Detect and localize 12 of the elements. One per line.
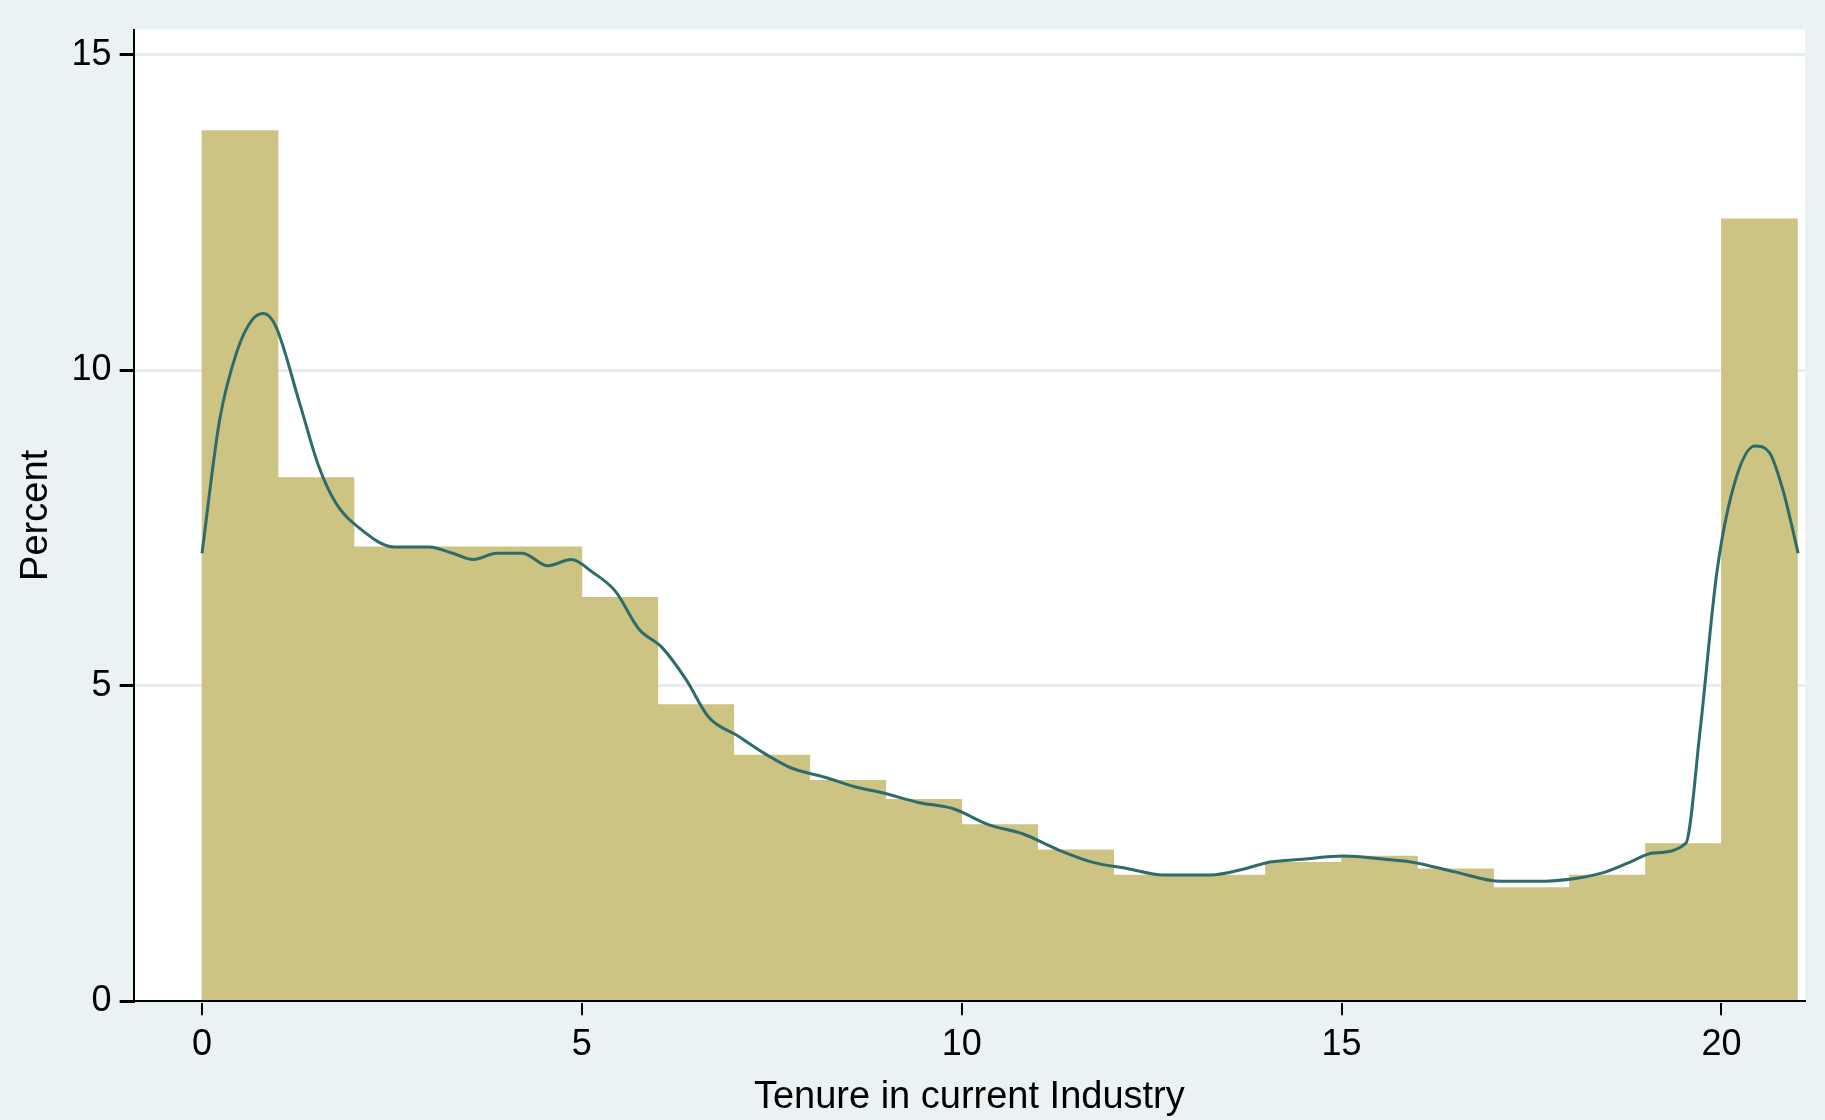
- x-tick-label: 5: [571, 1021, 592, 1063]
- y-tick-label: 15: [71, 31, 112, 73]
- y-axis-title: Percent: [13, 449, 56, 581]
- y-tick-label: 5: [91, 662, 112, 704]
- x-tick-label: 10: [941, 1021, 982, 1063]
- line-series: [200, 312, 1800, 883]
- y-tick-label: 0: [91, 978, 112, 1020]
- x-axis-title: Tenure in current Industry: [753, 1073, 1185, 1116]
- y-tick-label: 10: [71, 347, 112, 389]
- x-tick-label: 15: [1321, 1021, 1362, 1063]
- x-tick-label: 20: [1701, 1021, 1742, 1063]
- x-tick-label: 0: [192, 1021, 213, 1063]
